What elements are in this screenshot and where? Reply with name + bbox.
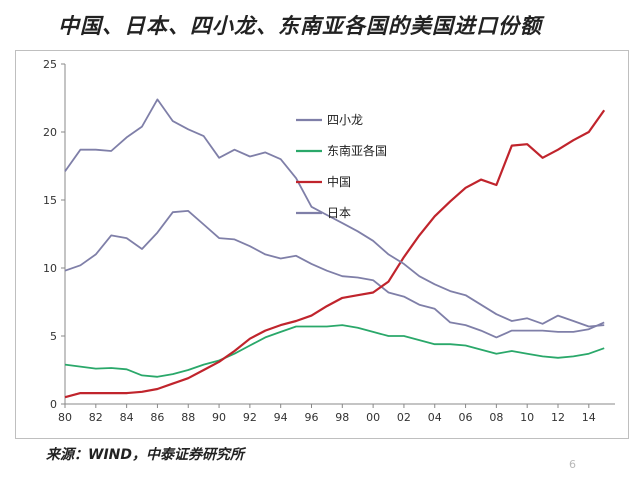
x-tick-label: 00 [366,411,380,424]
page-title: 中国、日本、四小龙、东南亚各国的美国进口份额 [58,13,542,38]
legend-label: 东南亚各国 [327,143,387,158]
x-tick-label: 12 [551,411,565,424]
x-tick-label: 98 [335,411,349,424]
chart-frame: 0 5 10 15 20 25 80 82 84 86 88 90 92 94 96 98 00 02 04 06 08… [15,50,629,439]
series-line-2 [64,324,605,378]
x-tick-label: 14 [582,411,596,424]
x-tick-label: 10 [520,411,534,424]
x-tick-label: 86 [150,411,164,424]
x-tick-label: 02 [397,411,411,424]
y-tick-label: 25 [43,58,57,71]
x-tick-label: 84 [120,411,134,424]
x-tick-label: 06 [459,411,473,424]
legend-label: 中国 [327,174,351,189]
x-tick-label: 94 [274,411,288,424]
y-tick-label: 10 [43,262,57,275]
y-tick-label: 20 [43,126,57,139]
y-tick-label: 15 [43,194,57,207]
axes: 0 5 10 15 20 25 80 82 84 86 88 90 92 94 96 98 00 02 04 06 08… [43,58,615,424]
x-tick-label: 88 [181,411,195,424]
x-tick-label: 90 [212,411,226,424]
x-tick-label: 96 [304,411,318,424]
series-line-1 [64,209,605,339]
series-lines [64,98,606,399]
x-tick-label: 82 [89,411,103,424]
y-tick-label: 0 [50,398,57,411]
x-tick-label: 92 [243,411,257,424]
page-number: 6 [569,458,576,471]
legend-label: 日本 [327,206,351,220]
legend-label: 四小龙 [327,113,363,127]
x-tick-label: 80 [58,411,72,424]
series-line-4 [64,98,605,328]
x-tick-label: 08 [489,411,503,424]
line-chart: 0 5 10 15 20 25 80 82 84 86 88 90 92 94 96 98 00 02 04 06 08… [43,58,615,424]
series-line-3 [64,109,606,399]
source-note: 来源：WIND，中泰证券研究所 [46,447,244,463]
x-tick-label: 04 [428,411,442,424]
y-tick-label: 5 [50,330,57,343]
